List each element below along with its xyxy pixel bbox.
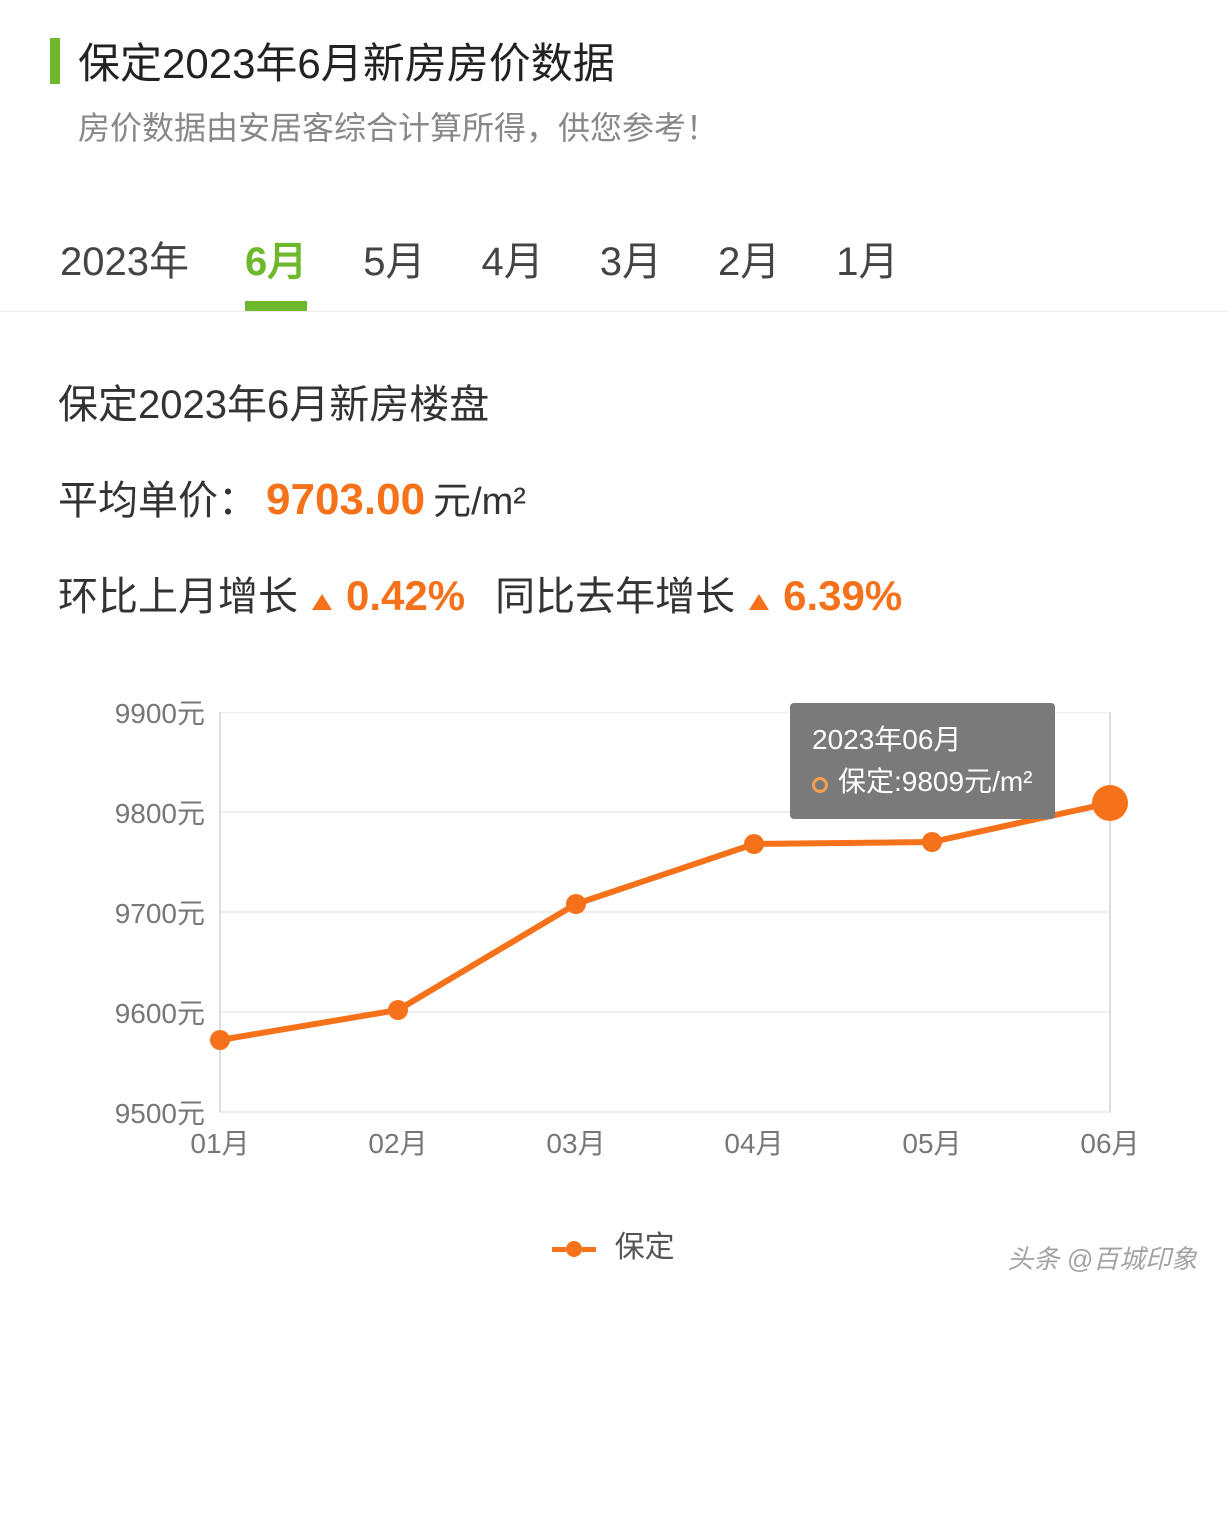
y-tick-label: 9700元 <box>115 892 205 932</box>
tab-month-4[interactable]: 4月 <box>481 229 543 287</box>
chart-tooltip: 2023年06月保定:9809元/m² <box>790 703 1055 819</box>
x-tick-label: 01月 <box>190 1122 249 1162</box>
tab-month-1[interactable]: 1月 <box>836 229 898 287</box>
title-row: 保定2023年6月新房房价数据 <box>50 30 1177 91</box>
x-tick-label: 03月 <box>546 1122 605 1162</box>
mom-label: 环比上月增长 <box>58 564 298 622</box>
tooltip-marker-icon <box>812 777 828 793</box>
tab-month-6[interactable]: 6月 <box>245 229 307 287</box>
x-tick-label: 06月 <box>1080 1122 1139 1162</box>
x-tick-label: 02月 <box>368 1122 427 1162</box>
tooltip-line1: 2023年06月 <box>812 719 1033 761</box>
avg-price-line: 平均单价： 9703.00元/m² <box>58 468 1177 526</box>
tab-month-3[interactable]: 3月 <box>600 229 662 287</box>
yoy-value: 6.39% <box>783 572 902 620</box>
stats-block: 保定2023年6月新房楼盘 平均单价： 9703.00元/m² 环比上月增长 0… <box>0 312 1227 652</box>
avg-label: 平均单价： <box>58 468 258 526</box>
y-tick-label: 9600元 <box>115 992 205 1032</box>
growth-line: 环比上月增长 0.42% 同比去年增长 6.39% <box>58 564 1177 622</box>
tab-year[interactable]: 2023年 <box>60 229 189 287</box>
month-tabs: 2023年 6月 5月 4月 3月 2月 1月 <box>0 159 1227 312</box>
avg-unit: 元/m² <box>433 470 526 525</box>
header: 保定2023年6月新房房价数据 房价数据由安居客综合计算所得，供您参考！ <box>0 0 1227 159</box>
y-tick-label: 9900元 <box>115 692 205 732</box>
x-tick-label: 05月 <box>902 1122 961 1162</box>
price-line-chart: 9500元9600元9700元9800元9900元01月02月03月04月05月… <box>30 712 1197 1152</box>
x-tick-label: 04月 <box>724 1122 783 1162</box>
mom-value: 0.42% <box>346 572 465 620</box>
legend-label: 保定 <box>615 1231 675 1264</box>
y-tick-label: 9800元 <box>115 792 205 832</box>
legend-marker-icon <box>552 1241 596 1257</box>
watermark: 头条 @百城印象 <box>1007 1239 1197 1276</box>
arrow-up-icon <box>749 594 769 610</box>
stats-title: 保定2023年6月新房楼盘 <box>58 372 1177 430</box>
page-subtitle: 房价数据由安居客综合计算所得，供您参考！ <box>78 103 1177 149</box>
tab-month-2[interactable]: 2月 <box>718 229 780 287</box>
tab-month-5[interactable]: 5月 <box>363 229 425 287</box>
arrow-up-icon <box>312 594 332 610</box>
yoy-label: 同比去年增长 <box>495 564 735 622</box>
accent-bar-icon <box>50 38 60 84</box>
chart-container: 9500元9600元9700元9800元9900元01月02月03月04月05月… <box>0 652 1227 1286</box>
tooltip-line2: 保定:9809元/m² <box>812 761 1033 803</box>
page-title: 保定2023年6月新房房价数据 <box>78 30 615 91</box>
avg-value: 9703.00 <box>266 475 425 525</box>
